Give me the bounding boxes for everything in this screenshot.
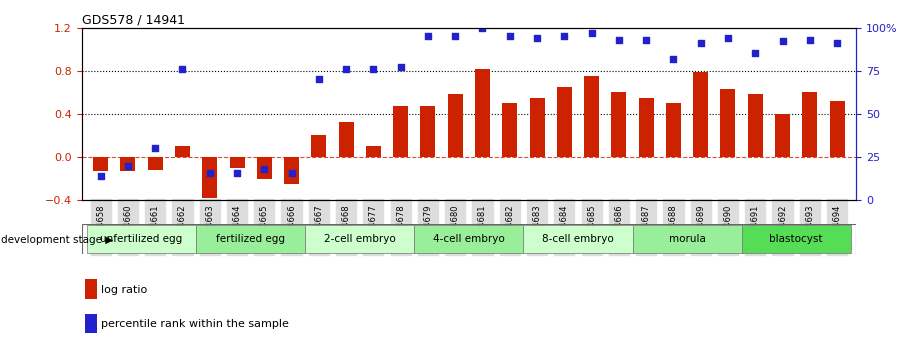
Bar xyxy=(312,135,326,157)
Text: unfertilized egg: unfertilized egg xyxy=(101,234,183,244)
Bar xyxy=(196,225,305,253)
Bar xyxy=(448,95,463,157)
Text: blastocyst: blastocyst xyxy=(769,234,823,244)
Point xyxy=(202,170,217,175)
Bar xyxy=(87,225,196,253)
Point xyxy=(503,33,517,39)
Bar xyxy=(557,87,572,157)
Bar xyxy=(742,225,851,253)
Point xyxy=(776,39,790,44)
Bar xyxy=(584,76,599,157)
Point xyxy=(530,35,545,41)
Bar xyxy=(366,146,381,157)
Bar xyxy=(202,157,217,198)
Point xyxy=(148,146,162,151)
Bar xyxy=(830,101,844,157)
Point xyxy=(584,30,599,36)
Point xyxy=(284,170,299,175)
Text: fertilized egg: fertilized egg xyxy=(217,234,285,244)
Text: log ratio: log ratio xyxy=(101,285,147,295)
Point xyxy=(420,33,435,39)
Bar xyxy=(284,157,299,184)
Bar xyxy=(612,92,626,157)
Bar xyxy=(693,72,708,157)
Bar xyxy=(803,92,817,157)
Bar xyxy=(93,157,108,171)
Bar xyxy=(120,157,135,171)
Bar xyxy=(256,157,272,179)
Point xyxy=(830,40,844,46)
Bar xyxy=(524,225,632,253)
Bar xyxy=(747,95,763,157)
Bar xyxy=(85,279,97,299)
Point xyxy=(93,173,108,179)
Bar xyxy=(148,157,163,170)
Bar xyxy=(666,103,681,157)
Point xyxy=(476,25,490,30)
Point xyxy=(339,66,353,72)
Point xyxy=(230,170,245,175)
Bar xyxy=(502,103,517,157)
Point xyxy=(557,33,572,39)
Point xyxy=(175,66,189,72)
Bar xyxy=(85,314,97,333)
Point xyxy=(693,40,708,46)
Bar xyxy=(175,146,190,157)
Point xyxy=(393,65,408,70)
Bar xyxy=(639,98,653,157)
Bar xyxy=(775,114,790,157)
Point xyxy=(612,37,626,42)
Text: development stage ▶: development stage ▶ xyxy=(1,235,113,245)
Bar xyxy=(229,157,245,168)
Point xyxy=(448,33,462,39)
Point xyxy=(748,51,763,56)
Bar xyxy=(339,122,353,157)
Text: 2-cell embryo: 2-cell embryo xyxy=(323,234,396,244)
Bar xyxy=(393,106,409,157)
Text: 4-cell embryo: 4-cell embryo xyxy=(433,234,505,244)
Point xyxy=(312,77,326,82)
Bar xyxy=(720,89,736,157)
Point xyxy=(366,66,381,72)
Bar xyxy=(420,106,436,157)
Point xyxy=(803,37,817,42)
Bar xyxy=(305,225,414,253)
Text: GDS578 / 14941: GDS578 / 14941 xyxy=(82,13,185,27)
Text: percentile rank within the sample: percentile rank within the sample xyxy=(101,319,289,329)
Bar xyxy=(632,225,742,253)
Text: morula: morula xyxy=(669,234,706,244)
Bar xyxy=(475,69,490,157)
Point xyxy=(639,37,653,42)
Bar xyxy=(529,98,545,157)
Point xyxy=(721,35,736,41)
Point xyxy=(666,56,680,61)
Point xyxy=(257,166,272,172)
Text: 8-cell embryo: 8-cell embryo xyxy=(542,234,614,244)
Point xyxy=(120,163,135,168)
Bar xyxy=(414,225,524,253)
